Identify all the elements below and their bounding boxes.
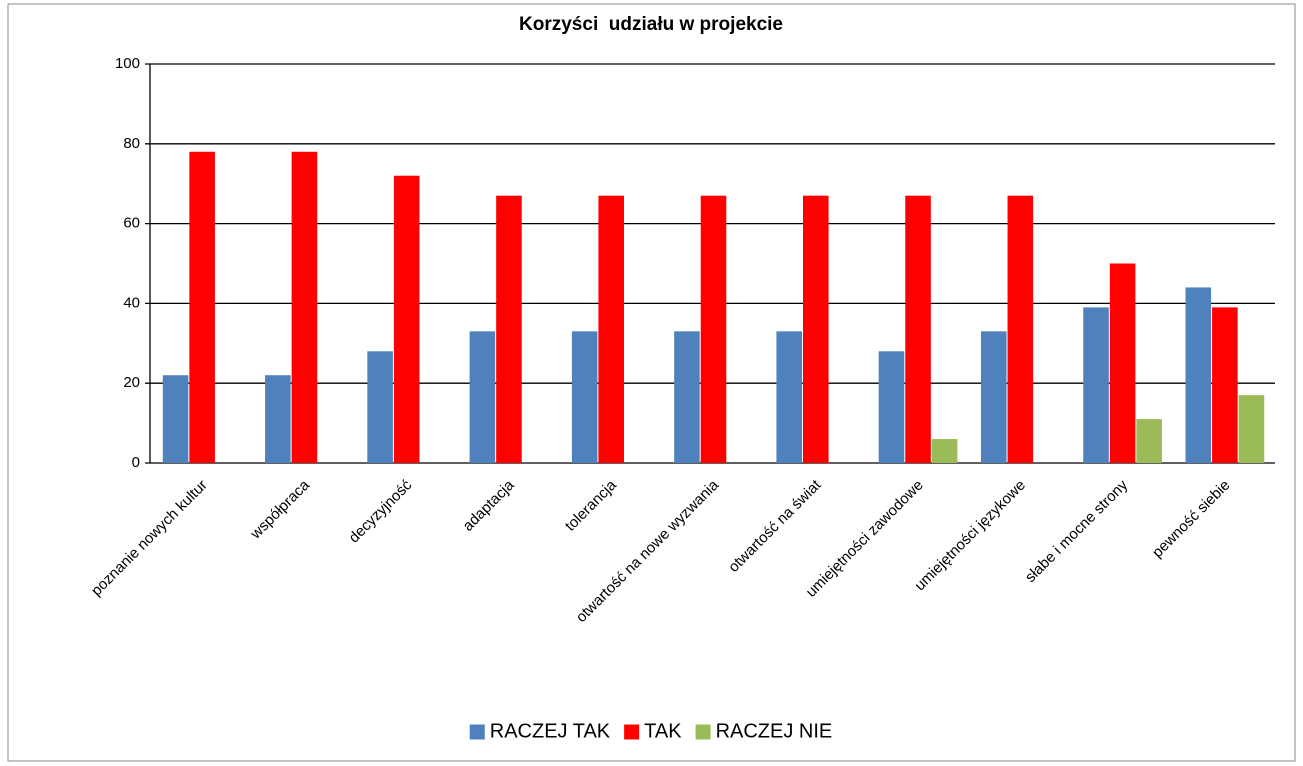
y-tick-label: 100 [115,55,140,72]
bar [571,331,598,463]
legend-label: TAK [644,720,682,742]
bar [802,195,829,464]
chart-title: Korzyści udziału w projekcie [519,14,783,35]
y-tick-label: 80 [123,135,140,152]
bar [931,439,958,463]
bar [496,195,522,464]
bar [265,375,291,463]
bar [393,175,420,463]
y-tick-label: 0 [132,454,140,471]
bar [980,331,1007,463]
bar [674,331,700,463]
bar [598,195,625,464]
bar [1007,195,1034,464]
bar [1212,307,1238,463]
bar [189,151,215,463]
bar [776,331,802,463]
y-tick-label: 40 [123,294,140,311]
legend-label: RACZEJ NIE [716,720,833,742]
bar [878,351,905,463]
y-tick-label: 60 [123,215,140,232]
bar [162,375,189,463]
bar [1109,263,1136,463]
legend-swatch [469,724,485,740]
chart-frame [7,3,1296,762]
bar [367,351,393,463]
bar [1185,287,1212,463]
bar [1136,419,1162,463]
bar [469,331,496,463]
y-tick-label: 20 [123,374,140,391]
bar [905,195,931,464]
bar [291,151,318,463]
bar [700,195,727,464]
bar [1083,307,1109,463]
legend-swatch [695,724,711,740]
legend-label: RACZEJ TAK [490,720,611,742]
bar [1238,395,1265,463]
legend-swatch [624,724,640,740]
